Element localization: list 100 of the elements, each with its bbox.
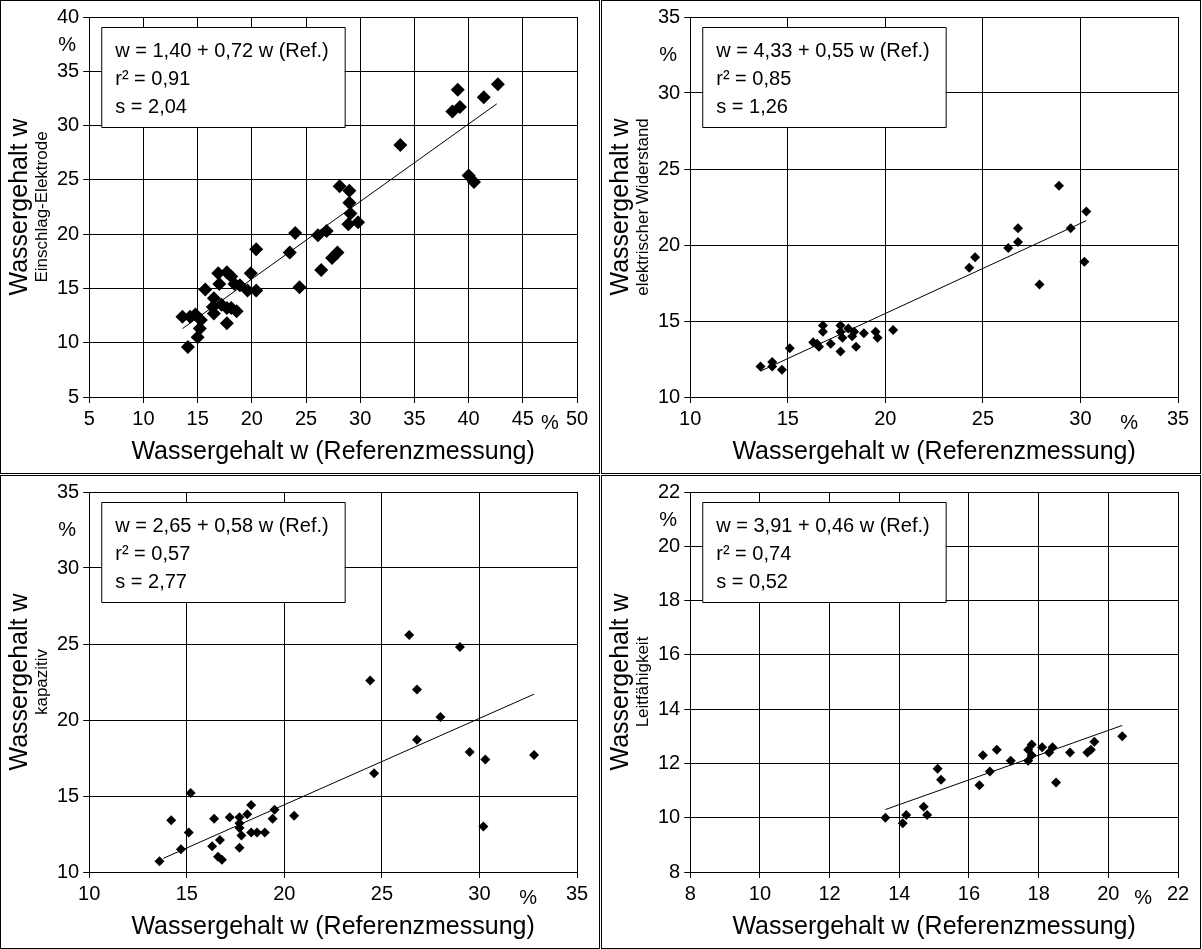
x-tick-label: 35 bbox=[1166, 406, 1190, 429]
x-tick-label: 10 bbox=[78, 881, 101, 904]
point bbox=[369, 768, 380, 779]
annotation: w = 2,65 + 0,58 w (Ref.) bbox=[114, 514, 329, 536]
x-tick-label: 30 bbox=[1069, 406, 1092, 429]
annotation: r² = 0,74 bbox=[716, 542, 792, 564]
point bbox=[246, 800, 257, 811]
point bbox=[175, 844, 186, 855]
point bbox=[478, 821, 489, 832]
annotation: w = 4,33 + 0,55 w (Ref.) bbox=[715, 39, 930, 61]
point bbox=[332, 179, 347, 194]
x-tick-label: 15 bbox=[186, 406, 209, 429]
y-axis-title: Wassergehalt w kapazitiv bbox=[4, 592, 51, 771]
point bbox=[209, 813, 220, 824]
x-tick-label: 50 bbox=[565, 406, 589, 429]
y-tick-label: 40 bbox=[57, 4, 80, 27]
point bbox=[445, 104, 460, 119]
y-tick-label: 10 bbox=[57, 330, 80, 353]
text: % bbox=[659, 508, 678, 531]
point bbox=[435, 711, 446, 722]
point bbox=[393, 138, 408, 153]
x-tick-label: 15 bbox=[175, 881, 198, 904]
point bbox=[991, 744, 1002, 755]
annotation: r² = 0,85 bbox=[716, 67, 792, 89]
point bbox=[180, 340, 195, 355]
point bbox=[843, 323, 854, 334]
annotation: s = 0,52 bbox=[716, 570, 788, 592]
point bbox=[267, 813, 278, 824]
point bbox=[1051, 777, 1062, 788]
x-axis-title: Wassergehalt w (Referenzmessung) bbox=[131, 910, 535, 939]
point bbox=[319, 223, 334, 238]
point bbox=[454, 642, 465, 653]
point bbox=[897, 818, 908, 829]
point bbox=[490, 77, 505, 92]
point bbox=[234, 842, 245, 853]
point bbox=[1013, 223, 1024, 234]
x-tick-label: 40 bbox=[457, 406, 480, 429]
point bbox=[901, 810, 912, 820]
point bbox=[480, 754, 491, 765]
point bbox=[1065, 223, 1076, 234]
annotation: r² = 0,57 bbox=[115, 542, 191, 564]
y-tick-label: 20 bbox=[57, 221, 80, 244]
point bbox=[1023, 755, 1034, 766]
point bbox=[242, 809, 253, 820]
y-axis-title: Wassergehalt w Leitfähigkeit bbox=[605, 592, 652, 771]
point bbox=[207, 841, 218, 852]
point bbox=[292, 280, 307, 295]
text: % bbox=[58, 518, 77, 541]
point bbox=[450, 82, 465, 97]
y-tick-label: 20 bbox=[57, 707, 80, 730]
point bbox=[464, 746, 475, 757]
point bbox=[343, 206, 358, 221]
y-axis-title: Wassergehalt w Einschlag-Elektrode bbox=[4, 117, 51, 296]
y-tick-label: 22 bbox=[658, 479, 681, 502]
x-tick-label: 30 bbox=[349, 406, 372, 429]
point bbox=[825, 338, 836, 349]
annotation: r² = 0,91 bbox=[115, 67, 191, 89]
point bbox=[166, 815, 177, 826]
y-tick-label: 5 bbox=[68, 384, 80, 407]
point bbox=[342, 183, 357, 198]
point bbox=[154, 856, 165, 867]
point bbox=[1053, 180, 1064, 191]
point bbox=[412, 684, 423, 695]
point bbox=[1065, 747, 1075, 758]
point bbox=[1003, 243, 1014, 254]
point bbox=[282, 245, 297, 260]
point bbox=[289, 810, 300, 821]
y-tick-label: 35 bbox=[57, 58, 80, 81]
x-tick-label: 18 bbox=[1027, 881, 1050, 904]
point bbox=[198, 282, 213, 297]
y-tick-label: 18 bbox=[658, 588, 681, 611]
x-tick-label: 8 bbox=[684, 881, 696, 904]
point bbox=[185, 787, 196, 798]
point bbox=[341, 217, 356, 232]
point bbox=[452, 100, 467, 115]
annotation: w = 3,91 + 0,46 w (Ref.) bbox=[715, 514, 930, 536]
point bbox=[1079, 256, 1090, 267]
point bbox=[984, 766, 995, 777]
point bbox=[259, 827, 270, 838]
x-tick-label: 10 bbox=[748, 881, 772, 904]
point bbox=[310, 228, 325, 243]
point bbox=[888, 325, 899, 336]
point bbox=[1047, 742, 1058, 753]
text: % bbox=[659, 43, 678, 66]
point bbox=[467, 175, 482, 190]
point bbox=[183, 827, 194, 838]
point bbox=[404, 629, 415, 640]
y-tick-label: 25 bbox=[57, 631, 80, 654]
x-tick-label: 45 bbox=[511, 406, 534, 429]
x-tick-label: 25 bbox=[370, 881, 394, 904]
x-tick-label: 25 bbox=[294, 406, 318, 429]
x-tick-label: 20 bbox=[874, 406, 897, 429]
x-tick-label: 20 bbox=[273, 881, 296, 904]
y-tick-label: 15 bbox=[57, 275, 80, 298]
point bbox=[977, 750, 988, 761]
text: % bbox=[519, 886, 538, 908]
point bbox=[1117, 731, 1128, 742]
x-tick-label: 15 bbox=[776, 406, 799, 429]
point bbox=[851, 341, 862, 352]
point bbox=[365, 675, 376, 686]
